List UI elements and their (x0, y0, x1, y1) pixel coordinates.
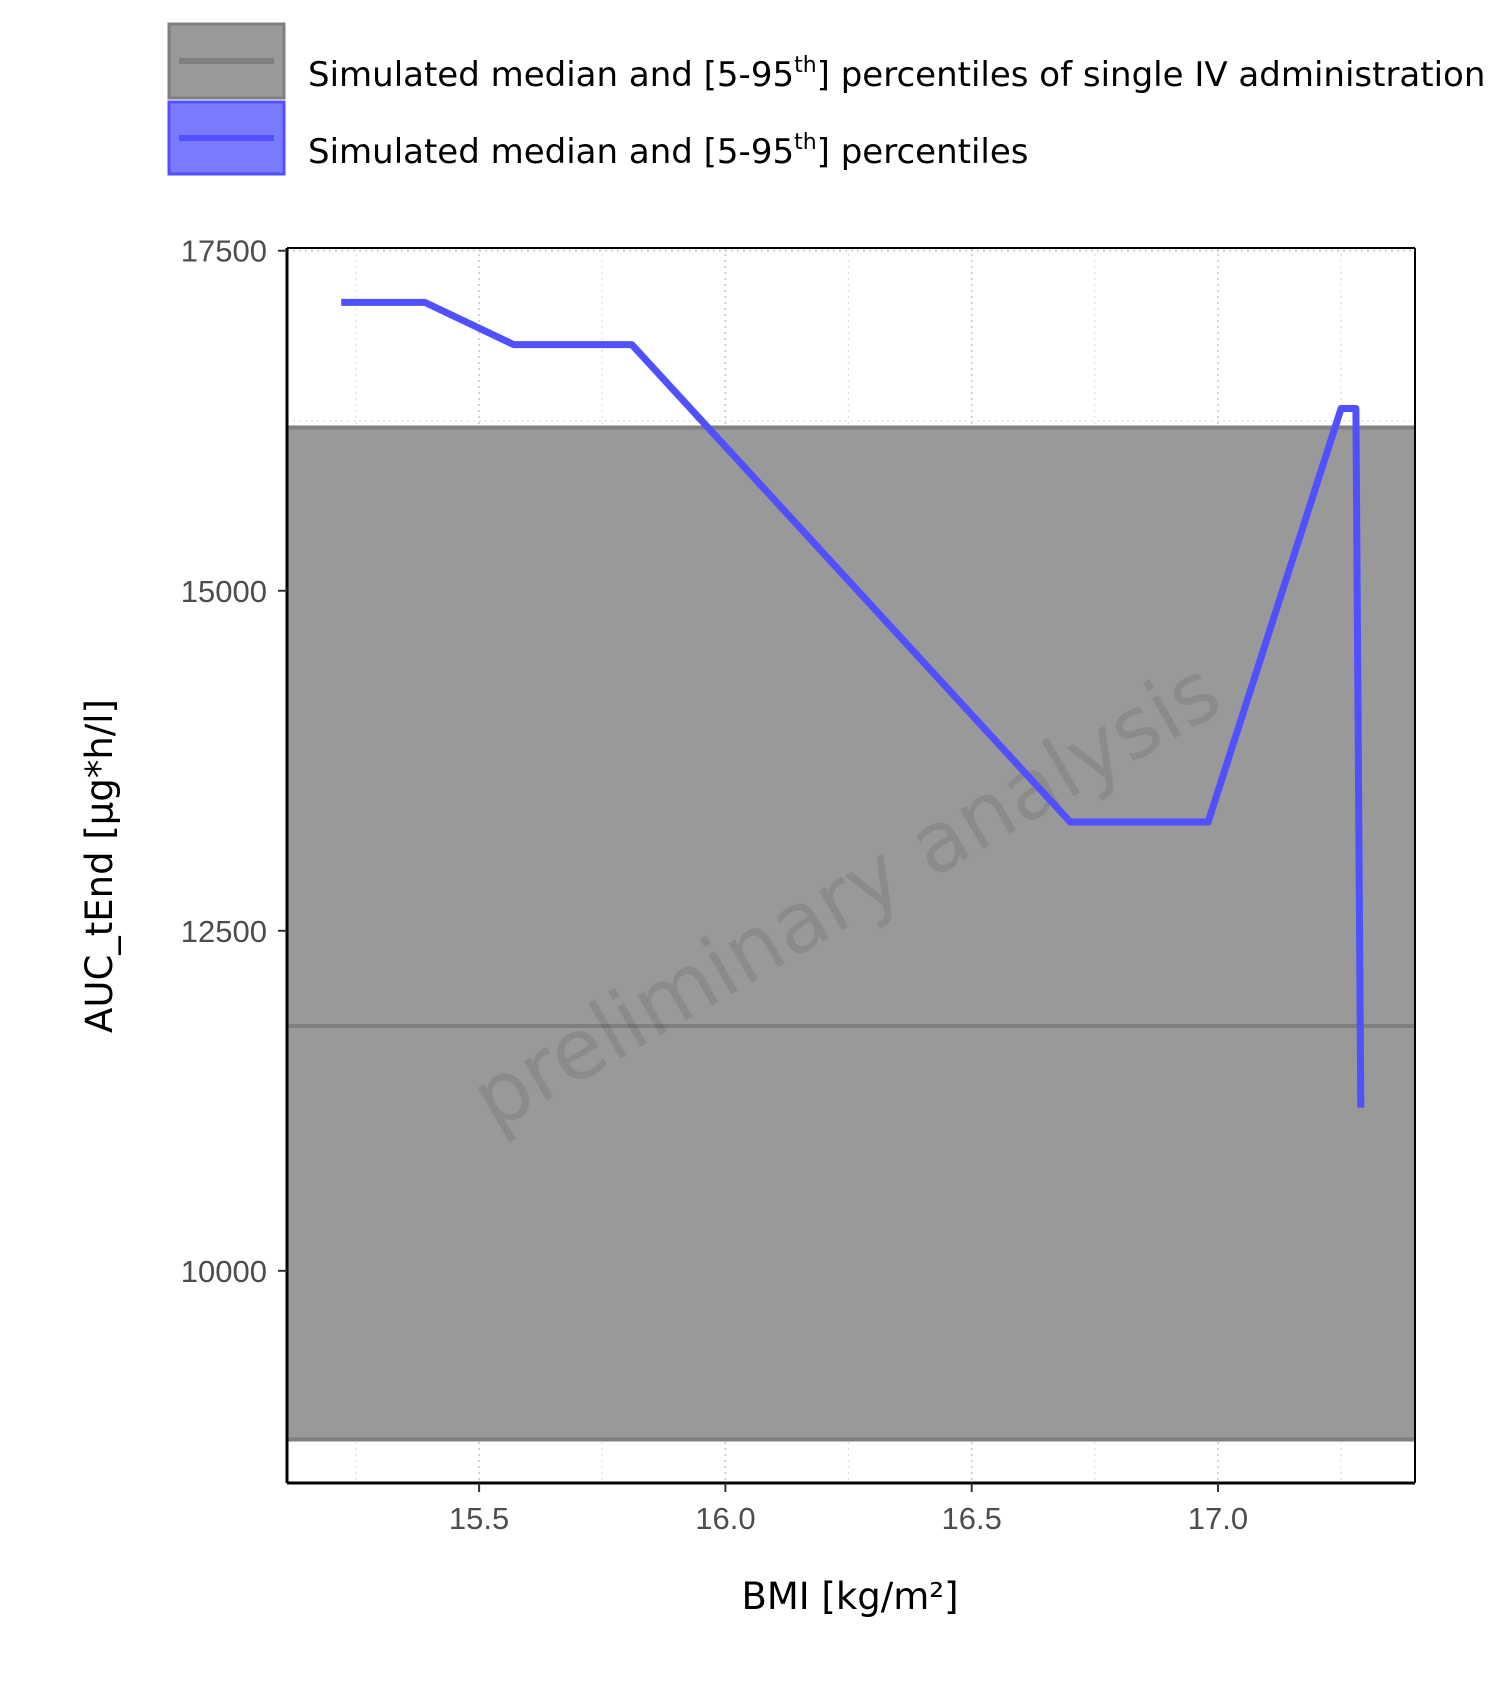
axes (285, 247, 1416, 1485)
legend-item-reference: Simulated median and [5-95th] percentile… (167, 22, 1485, 100)
series-layer (341, 298, 1365, 1108)
x-axis-ticks: 15.5 16.0 16.5 17.0 (449, 1483, 1248, 1536)
legend: Simulated median and [5-95th] percentile… (167, 22, 1485, 176)
legend-label-reference: Simulated median and [5-95th] percentile… (308, 53, 1485, 95)
x-tick-label: 15.5 (449, 1501, 509, 1536)
x-tick-label: 17.0 (1188, 1501, 1248, 1536)
plot-area: preliminary analysis 15.5 16.0 16.5 17.0 10… (181, 234, 1416, 1536)
legend-label-series-part1: Simulated median and [5-95 (308, 132, 794, 172)
series-line-0 (341, 298, 1365, 1108)
y-axis-title: AUC_tEnd [µg*h/l] (78, 699, 121, 1033)
reference-ribbon (287, 425, 1415, 1442)
y-tick-label: 12500 (181, 914, 267, 949)
legend-label-series: Simulated median and [5-95th] percentile… (308, 130, 1028, 172)
legend-label-reference-part1: Simulated median and [5-95 (308, 55, 794, 95)
y-tick-label: 10000 (181, 1254, 267, 1289)
x-tick-label: 16.5 (942, 1501, 1002, 1536)
x-tick-label: 16.0 (695, 1501, 755, 1536)
x-axis-title: BMI [kg/m²] (741, 1575, 958, 1618)
legend-label-series-part2: ] percentiles (817, 132, 1029, 172)
legend-item-series: Simulated median and [5-95th] percentile… (167, 100, 1028, 176)
legend-label-reference-sup: th (794, 53, 817, 78)
legend-label-series-sup: th (794, 130, 817, 155)
y-tick-label: 15000 (181, 574, 267, 609)
y-axis-ticks: 10000 12500 15000 17500 (181, 234, 287, 1289)
legend-label-reference-part2: ] percentiles of single IV administratio… (817, 55, 1486, 95)
reference-band (287, 427, 1415, 1440)
y-tick-label: 17500 (181, 234, 267, 269)
